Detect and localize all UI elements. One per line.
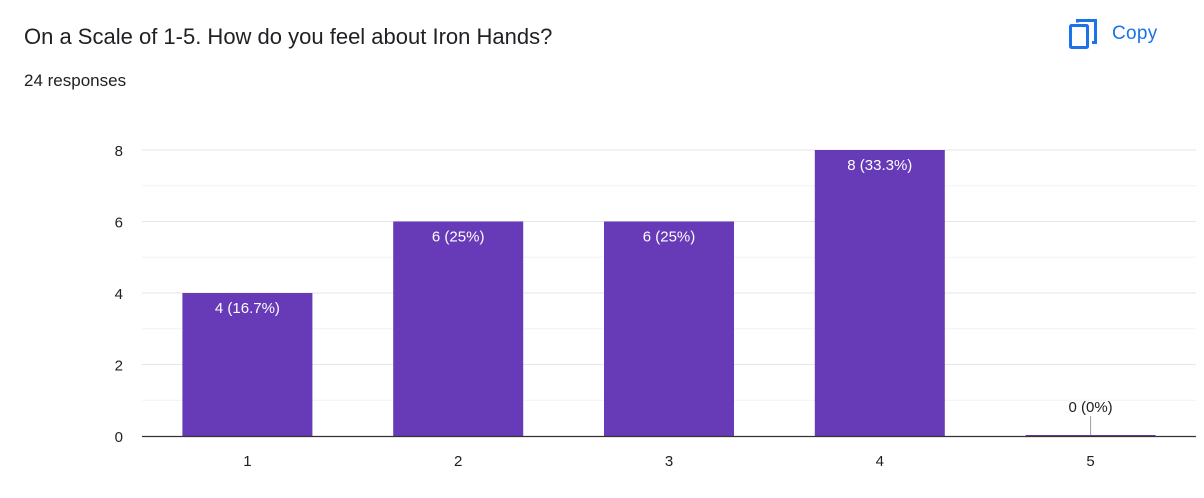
data-label-4: 8 (33.3%) [847,157,912,174]
y-tick-label: 6 [115,215,123,232]
bar-4 [814,150,945,436]
data-labels: 4 (16.7%) 6 (25%) 6 (25%) 8 (33.3%) 0 (0%) [215,157,1113,435]
x-axis-ticks: 1 2 3 4 5 [243,453,1095,470]
data-label-3: 6 (25%) [643,229,696,246]
y-tick-label: 0 [115,429,123,446]
x-tick-label-4: 4 [876,453,884,470]
copy-icon [1069,19,1097,49]
data-label-5: 0 (0%) [1069,399,1113,416]
data-label-2: 6 (25%) [432,229,485,246]
copy-label: Copy [1112,23,1158,44]
bars [182,150,1156,436]
y-axis-ticks: 0 2 4 6 8 [115,143,123,446]
x-tick-label-5: 5 [1086,453,1094,470]
y-tick-label: 4 [115,286,123,303]
bar-3 [604,221,734,436]
y-tick-label: 8 [115,143,123,160]
bar-2 [393,221,524,436]
question-title: On a Scale of 1-5. How do you feel about… [24,24,553,49]
y-tick-label: 2 [115,358,123,375]
data-label-1: 4 (16.7%) [215,300,280,317]
copy-button[interactable]: Copy [1062,14,1186,54]
x-tick-label-1: 1 [243,453,251,470]
bar-1 [182,293,313,436]
bar-5 [1025,435,1156,436]
x-tick-label-2: 2 [454,453,462,470]
x-tick-label-3: 3 [665,453,673,470]
response-count: 24 responses [24,71,127,90]
